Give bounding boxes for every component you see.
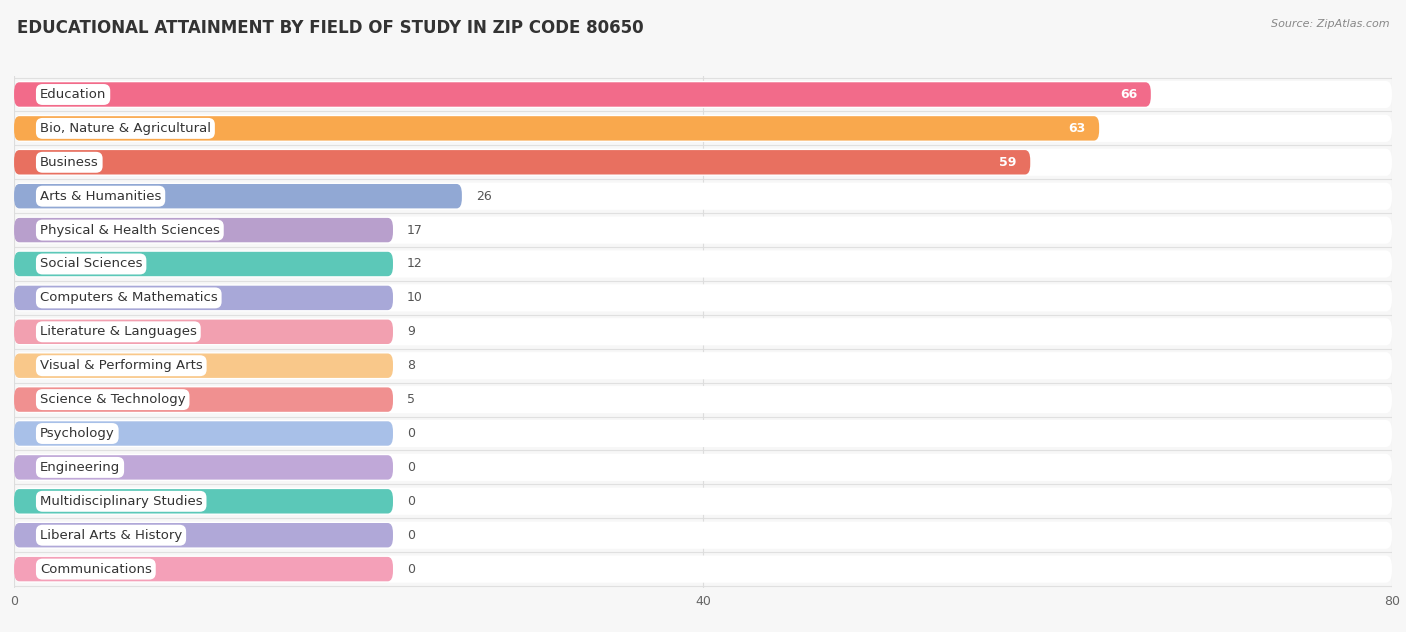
Text: Arts & Humanities: Arts & Humanities xyxy=(39,190,162,203)
FancyBboxPatch shape xyxy=(14,454,1392,481)
FancyBboxPatch shape xyxy=(14,386,1392,413)
FancyBboxPatch shape xyxy=(14,116,1099,140)
Text: 63: 63 xyxy=(1069,122,1085,135)
Text: Psychology: Psychology xyxy=(39,427,115,440)
FancyBboxPatch shape xyxy=(14,82,1152,107)
FancyBboxPatch shape xyxy=(14,455,394,480)
Text: 0: 0 xyxy=(406,461,415,474)
Text: Education: Education xyxy=(39,88,107,101)
Text: 0: 0 xyxy=(406,495,415,507)
FancyBboxPatch shape xyxy=(14,217,1392,244)
Text: Literature & Languages: Literature & Languages xyxy=(39,325,197,338)
Text: 66: 66 xyxy=(1119,88,1137,101)
FancyBboxPatch shape xyxy=(14,115,1392,142)
FancyBboxPatch shape xyxy=(14,319,1392,345)
FancyBboxPatch shape xyxy=(14,521,1392,549)
FancyBboxPatch shape xyxy=(14,352,1392,379)
Text: 26: 26 xyxy=(475,190,492,203)
Text: 10: 10 xyxy=(406,291,423,305)
Text: 9: 9 xyxy=(406,325,415,338)
FancyBboxPatch shape xyxy=(14,252,394,276)
Text: 12: 12 xyxy=(406,257,423,270)
FancyBboxPatch shape xyxy=(14,150,1031,174)
Text: 0: 0 xyxy=(406,529,415,542)
Text: 8: 8 xyxy=(406,359,415,372)
FancyBboxPatch shape xyxy=(14,489,394,514)
FancyBboxPatch shape xyxy=(14,320,394,344)
Text: 17: 17 xyxy=(406,224,423,236)
Text: 59: 59 xyxy=(1000,156,1017,169)
Text: 5: 5 xyxy=(406,393,415,406)
FancyBboxPatch shape xyxy=(14,149,1392,176)
FancyBboxPatch shape xyxy=(14,184,463,209)
FancyBboxPatch shape xyxy=(14,353,394,378)
FancyBboxPatch shape xyxy=(14,286,394,310)
FancyBboxPatch shape xyxy=(14,488,1392,515)
Text: Communications: Communications xyxy=(39,562,152,576)
FancyBboxPatch shape xyxy=(14,81,1392,108)
Text: Bio, Nature & Agricultural: Bio, Nature & Agricultural xyxy=(39,122,211,135)
Text: Computers & Mathematics: Computers & Mathematics xyxy=(39,291,218,305)
FancyBboxPatch shape xyxy=(14,218,394,242)
Text: Multidisciplinary Studies: Multidisciplinary Studies xyxy=(39,495,202,507)
Text: Science & Technology: Science & Technology xyxy=(39,393,186,406)
Text: 0: 0 xyxy=(406,427,415,440)
FancyBboxPatch shape xyxy=(14,250,1392,277)
FancyBboxPatch shape xyxy=(14,556,1392,583)
Text: Social Sciences: Social Sciences xyxy=(39,257,142,270)
Text: Visual & Performing Arts: Visual & Performing Arts xyxy=(39,359,202,372)
Text: Source: ZipAtlas.com: Source: ZipAtlas.com xyxy=(1271,19,1389,29)
FancyBboxPatch shape xyxy=(14,420,1392,447)
Text: EDUCATIONAL ATTAINMENT BY FIELD OF STUDY IN ZIP CODE 80650: EDUCATIONAL ATTAINMENT BY FIELD OF STUDY… xyxy=(17,19,644,37)
FancyBboxPatch shape xyxy=(14,387,394,412)
FancyBboxPatch shape xyxy=(14,422,394,446)
Text: 0: 0 xyxy=(406,562,415,576)
FancyBboxPatch shape xyxy=(14,523,394,547)
FancyBboxPatch shape xyxy=(14,284,1392,312)
Text: Engineering: Engineering xyxy=(39,461,120,474)
Text: Liberal Arts & History: Liberal Arts & History xyxy=(39,529,183,542)
Text: Physical & Health Sciences: Physical & Health Sciences xyxy=(39,224,219,236)
FancyBboxPatch shape xyxy=(14,183,1392,210)
FancyBboxPatch shape xyxy=(14,557,394,581)
Text: Business: Business xyxy=(39,156,98,169)
